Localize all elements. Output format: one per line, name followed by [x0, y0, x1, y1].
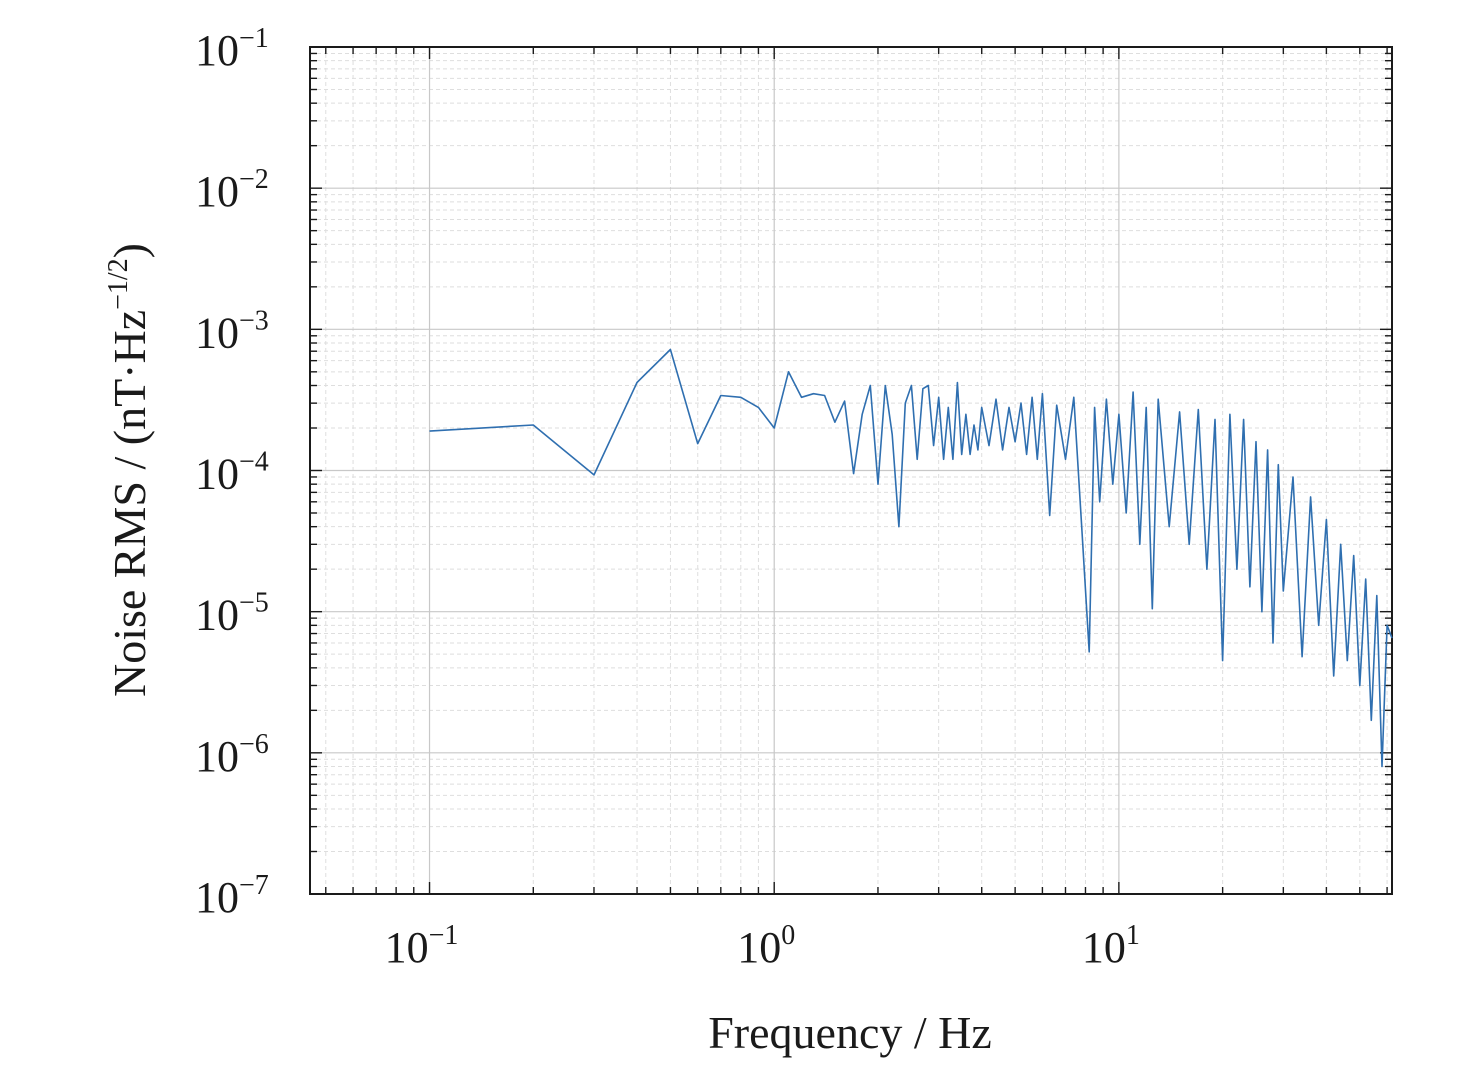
- x-axis-ticks: [325, 47, 1388, 894]
- x-tick-label: 10−1: [385, 920, 459, 972]
- x-axis-title: Frequency / Hz: [708, 1007, 992, 1058]
- y-tick-label: 10−1: [195, 23, 269, 75]
- y-axis-title-close: ): [104, 243, 155, 258]
- y-tick-label: 10−5: [195, 588, 269, 640]
- y-tick-label: 10−4: [195, 447, 269, 499]
- x-tick-labels: 10−1 100 101: [385, 920, 1140, 972]
- y-tick-label: 10−3: [195, 305, 269, 357]
- series-line-noise-rms: [429, 348, 1393, 768]
- y-axis-title-group: Noise RMS / (nT·Hz−1/2): [103, 243, 155, 697]
- x-tick-label: 101: [1082, 920, 1140, 972]
- y-axis-title: Noise RMS / (nT·Hz−1/2): [103, 243, 155, 697]
- x-tick-label: 100: [737, 920, 795, 972]
- y-axis-title-exponent: −1/2: [103, 258, 134, 310]
- y-tick-label: 10−2: [195, 164, 269, 216]
- y-tick-label: 10−7: [195, 870, 269, 922]
- y-tick-label: 10−6: [195, 729, 269, 781]
- y-axis-ticks: [310, 46, 1392, 895]
- y-axis-title-main: Noise RMS / (nT·Hz: [104, 310, 155, 697]
- y-tick-labels: 10−1 10−2 10−3 10−4 10−5 10−6 10−7: [195, 23, 269, 922]
